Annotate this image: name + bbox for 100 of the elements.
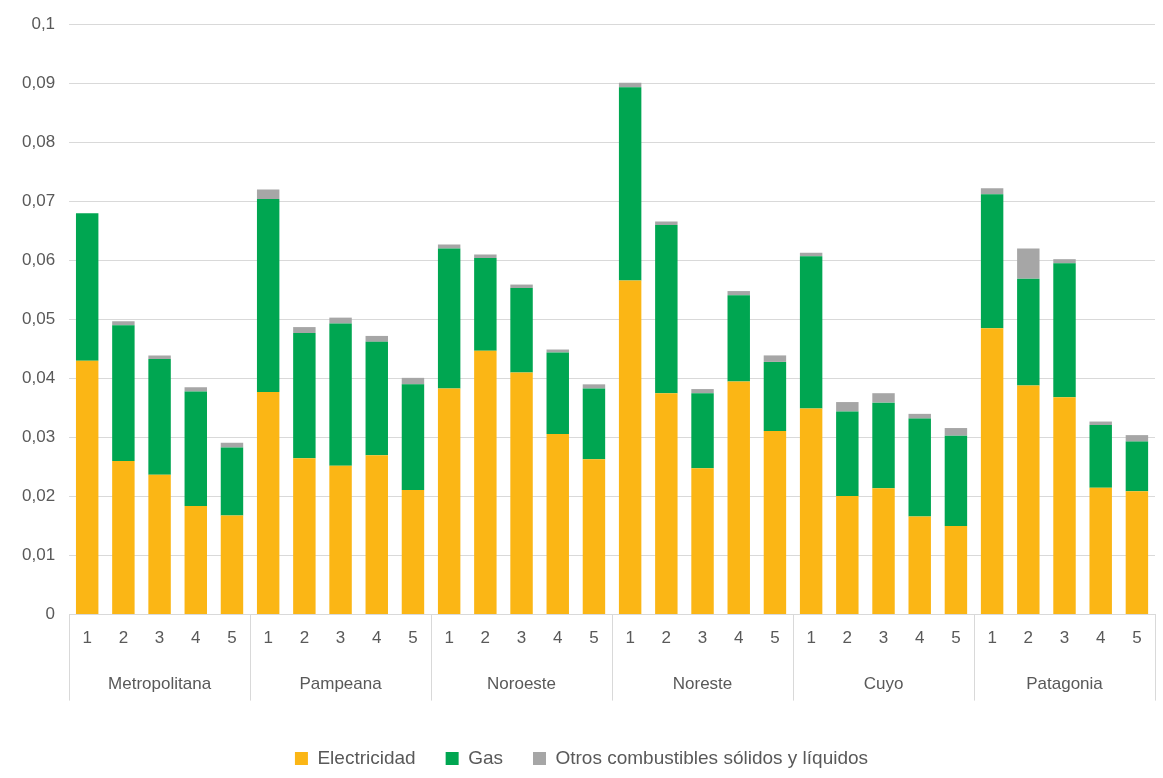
bar [1089, 425, 1112, 488]
bar [727, 295, 750, 382]
bar [908, 413, 931, 419]
bar [1125, 441, 1149, 492]
bar [836, 411, 859, 496]
x-tick-label: 5 [227, 628, 237, 648]
bar [220, 447, 244, 516]
x-tick-label: 3 [154, 628, 165, 648]
x-tick-label: 2 [661, 628, 672, 648]
bar [1017, 385, 1040, 615]
bar [365, 335, 388, 342]
bar [184, 505, 207, 615]
bar [691, 468, 714, 615]
bar [980, 188, 1004, 195]
y-tick-label: 0,04 [21, 368, 56, 388]
bar [148, 474, 171, 615]
bar [1053, 397, 1076, 615]
bar [582, 459, 606, 615]
bar [691, 393, 714, 469]
x-tick-label: 5 [770, 628, 780, 648]
bar [836, 402, 859, 412]
y-tick-label: 0,03 [21, 427, 56, 447]
text: Patagonia [1026, 674, 1104, 694]
bar [836, 495, 859, 615]
bar [329, 323, 352, 466]
bar [618, 280, 642, 615]
legend-label: Electricidad [317, 746, 416, 768]
bar [510, 288, 533, 373]
bar [763, 361, 787, 431]
bar [980, 194, 1004, 329]
bar [908, 418, 931, 517]
text: Metropolitana [108, 674, 212, 694]
bar [293, 458, 316, 615]
text: Pampeana [299, 674, 383, 694]
y-tick-label: 0,09 [21, 72, 56, 92]
bar [908, 516, 931, 615]
x-tick-label: 2 [299, 628, 310, 648]
bar [148, 355, 171, 359]
text: Noroeste [487, 674, 557, 694]
bar [474, 350, 497, 615]
x-tick-label: 3 [878, 628, 889, 648]
bar [365, 341, 388, 456]
bar [220, 515, 244, 615]
bar [799, 256, 823, 409]
bar [256, 189, 280, 199]
y-tick-label: 0,07 [21, 191, 56, 211]
bar [184, 391, 207, 506]
bar [329, 317, 352, 324]
bar [75, 213, 99, 361]
bar [763, 430, 787, 615]
x-tick-label: 4 [734, 628, 744, 648]
bar [872, 488, 895, 615]
bar [510, 372, 533, 615]
x-tick-label: 3 [697, 628, 708, 648]
x-tick-label: 3 [1059, 628, 1070, 648]
bar [112, 325, 135, 462]
bar [727, 381, 750, 615]
y-tick-label: 0,06 [21, 250, 56, 270]
x-tick-label: 2 [1023, 628, 1034, 648]
bar [1125, 491, 1149, 615]
x-tick-label: 3 [516, 628, 527, 648]
y-tick-label: 0,05 [21, 309, 56, 329]
bar [1053, 259, 1076, 264]
bar [437, 248, 461, 389]
bar [872, 402, 895, 489]
x-tick-label: 4 [1095, 628, 1106, 648]
bar [944, 435, 968, 527]
bar [691, 389, 714, 394]
x-tick-label: 5 [1132, 628, 1142, 648]
bar [546, 352, 569, 434]
x-tick-label: 4 [191, 628, 201, 648]
x-tick-label: 1 [987, 628, 997, 648]
bar [184, 387, 207, 392]
x-tick-label: 2 [118, 628, 129, 648]
x-tick-label: 3 [335, 628, 346, 648]
bar [763, 355, 787, 362]
bar [474, 258, 497, 351]
x-tick-label: 2 [480, 628, 491, 648]
legend-label: Otros combustibles sólidos y líquidos [555, 746, 869, 768]
x-tick-label: 1 [263, 628, 273, 648]
bar [293, 332, 316, 459]
bar [401, 384, 425, 491]
y-tick-label: 0,01 [21, 545, 56, 565]
y-tick-label: 0,08 [21, 131, 56, 151]
x-tick-label: 4 [372, 628, 382, 648]
x-tick-label: 4 [914, 628, 925, 648]
bar [256, 198, 280, 393]
bar [799, 408, 823, 615]
bar [1089, 487, 1112, 615]
bar [582, 388, 606, 460]
bar [582, 384, 606, 389]
text: Noreste [672, 674, 733, 694]
bar [1053, 263, 1076, 398]
bar [256, 392, 280, 615]
x-tick-label: 1 [82, 628, 92, 648]
bar [655, 224, 678, 394]
bar [1017, 278, 1040, 386]
bar [1125, 435, 1149, 442]
bar [112, 321, 135, 326]
legend-label: Gas [468, 746, 503, 768]
